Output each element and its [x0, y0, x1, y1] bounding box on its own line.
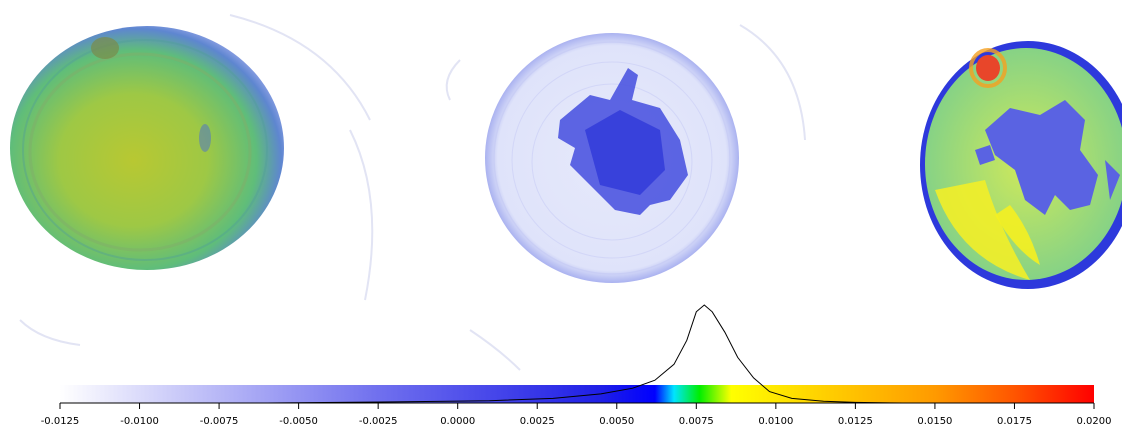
colorbar-tick-label: 0.0150: [917, 416, 952, 427]
colorbar-tick-label: 0.0050: [599, 416, 634, 427]
colorbar-tick-label: 0.0100: [758, 416, 793, 427]
background-artifacts: [19, 14, 806, 371]
cross-section-slice: [920, 41, 1122, 289]
colorbar-tick-label: 0.0125: [838, 416, 873, 427]
colorbar-tick-label: -0.0075: [200, 416, 239, 427]
colorbar-tick-label: -0.0100: [120, 416, 159, 427]
colorbar: -0.0125 -0.0100 -0.0075 -0.0050 -0.0025 0.000…: [41, 385, 1112, 427]
colorbar-tick-label: -0.0125: [41, 416, 80, 427]
colorbar-tick-label: 0.0000: [440, 416, 475, 427]
colorbar-tick-label: 0.0175: [997, 416, 1032, 427]
volume-render-sparse: [485, 33, 739, 283]
colorbar-tick-label: 0.0075: [679, 416, 714, 427]
colorbar-gradient: [60, 385, 1094, 403]
colorbar-ticks: -0.0125 -0.0100 -0.0075 -0.0050 -0.0025 0.000…: [41, 403, 1112, 427]
colorbar-tick-label: 0.0025: [520, 416, 555, 427]
colorbar-tick-label: -0.0025: [359, 416, 398, 427]
colorbar-tick-label: -0.0050: [279, 416, 318, 427]
colorbar-tick-label: 0.0200: [1077, 416, 1112, 427]
histogram-curve: [60, 304, 1094, 404]
volume-render-opaque: [10, 26, 284, 270]
